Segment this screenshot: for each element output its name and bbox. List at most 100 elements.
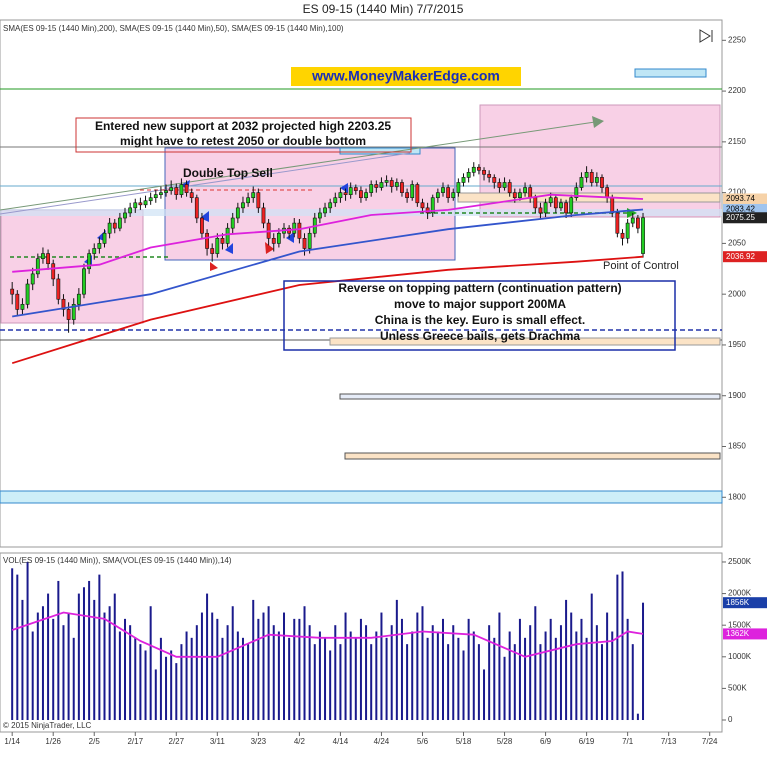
volume-bar (21, 599, 24, 721)
candle-body (179, 184, 184, 195)
candle-body (410, 184, 415, 199)
candle-body (215, 238, 220, 254)
volume-bar (426, 637, 429, 721)
candle-body (307, 232, 312, 249)
candle-body (169, 187, 174, 191)
volume-bar (354, 637, 357, 721)
candle-body (518, 192, 522, 199)
volume-bar (36, 612, 39, 721)
volume-bar (195, 625, 198, 721)
candle-body (153, 194, 158, 199)
candle-body (56, 278, 61, 300)
website-box (291, 67, 521, 86)
volume-bar (185, 631, 188, 721)
candle-body (148, 197, 153, 202)
candle-body (174, 187, 179, 195)
note: Double Top Sell (183, 166, 273, 180)
candle-body (466, 172, 471, 178)
candle-body (261, 207, 266, 224)
indicator-legend: SMA(ES 09-15 (1440 Min),200), SMA(ES 09-… (3, 24, 344, 33)
volume-bar (493, 637, 496, 721)
x-tick-label: 2/5 (89, 737, 101, 746)
volume-bar (524, 637, 527, 721)
candle-body (430, 197, 435, 214)
candle-body (507, 182, 512, 193)
candle-body (92, 248, 97, 254)
x-tick-label: 4/24 (374, 737, 390, 746)
candle-body (353, 187, 358, 191)
volume-bar (165, 656, 168, 721)
volume-bar (498, 612, 501, 721)
volume-bar (416, 612, 419, 721)
x-tick-label: 7/1 (622, 737, 634, 746)
candle-body (241, 202, 245, 209)
volume-legend: VOL(ES 09-15 (1440 Min)), SMA(VOL(ES 09-… (3, 556, 232, 565)
volume-bar (441, 618, 444, 721)
candle-body (133, 202, 138, 209)
x-tick-label: 2/17 (127, 737, 143, 746)
volume-bar (539, 644, 542, 721)
volume-bar (390, 625, 393, 721)
volume-bar (52, 618, 55, 721)
volume-bar (580, 618, 583, 721)
menu-icon[interactable] (699, 29, 713, 43)
candle-body (76, 293, 81, 305)
volume-bar (190, 637, 193, 721)
marker (265, 242, 274, 254)
price-label-box (723, 193, 767, 205)
candle-body (107, 222, 112, 234)
candle-body (384, 180, 389, 183)
volume-bar (288, 637, 291, 721)
x-tick-label: 3/23 (251, 737, 267, 746)
volume-bar (103, 612, 106, 721)
volume-label-box (723, 628, 767, 640)
level-zone (0, 490, 723, 504)
volume-bar (236, 631, 239, 721)
volume-bar (98, 574, 101, 721)
candle-body (569, 197, 574, 214)
candle-body (210, 248, 215, 254)
price-label-box (723, 212, 767, 224)
volume-bar (267, 606, 270, 721)
note-line: move to major support 200MA (394, 297, 566, 311)
volume-bar (252, 599, 255, 721)
candle-body (553, 197, 558, 209)
candle-body (184, 184, 189, 193)
candle-body (30, 273, 35, 285)
candle-body (189, 192, 194, 199)
candle-body (451, 192, 456, 199)
volume-bar (41, 606, 44, 721)
volume-bar (421, 606, 424, 721)
y-tick-label: 2250 (728, 35, 746, 44)
volume-bar (508, 631, 511, 721)
candle-body (435, 192, 440, 199)
candle-body (482, 169, 486, 175)
volume-bar (170, 650, 173, 721)
volume-bar (431, 625, 434, 721)
x-tick-label: 2/27 (169, 737, 185, 746)
x-tick-label: 4/14 (333, 737, 349, 746)
candle-body (220, 238, 225, 244)
volume-bar (298, 618, 301, 721)
candle-body (400, 182, 404, 193)
volume-bar (600, 644, 603, 721)
candle-body (41, 253, 45, 259)
volume-bar (62, 625, 65, 721)
candle-body (523, 187, 527, 193)
website: www.MoneyMakerEdge.com (311, 68, 500, 84)
candle-body (369, 184, 374, 193)
candle-body (502, 182, 507, 188)
candle-body (641, 217, 645, 254)
candle-body (102, 232, 107, 244)
volume-bar (631, 644, 634, 721)
x-tick-label: 5/6 (417, 737, 429, 746)
volume-bar (149, 606, 152, 721)
candle-body (615, 212, 620, 234)
candle-body (441, 187, 445, 193)
candle-body (389, 180, 394, 187)
level-zone (0, 209, 722, 216)
candle-body (251, 192, 256, 199)
x-tick-label: 5/28 (497, 737, 513, 746)
volume-bar (108, 606, 111, 721)
volume-bar (585, 637, 588, 721)
